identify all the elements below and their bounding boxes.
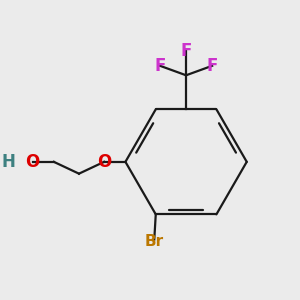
Text: F: F [154,57,166,75]
Text: Br: Br [145,234,164,249]
Text: F: F [180,42,192,60]
Text: O: O [97,153,111,171]
Text: O: O [26,153,40,171]
Text: F: F [206,57,218,75]
Text: H: H [2,153,16,171]
